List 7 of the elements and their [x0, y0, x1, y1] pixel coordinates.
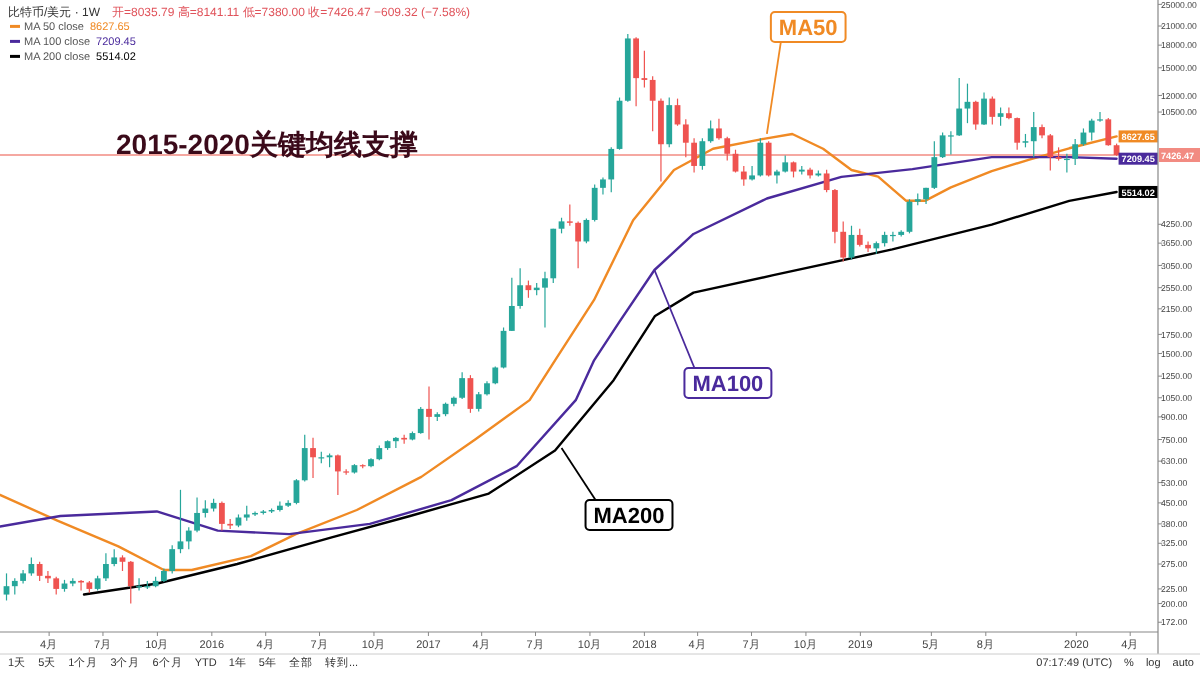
text: 2015-2020关键均线支撑	[116, 128, 418, 160]
callout: MA100	[653, 269, 773, 399]
annotation: MA50	[778, 16, 838, 41]
annotation: MA200	[593, 505, 665, 530]
callout: MA200	[560, 447, 674, 532]
callout: MA50	[765, 10, 847, 135]
annotation: MA100	[692, 373, 764, 397]
